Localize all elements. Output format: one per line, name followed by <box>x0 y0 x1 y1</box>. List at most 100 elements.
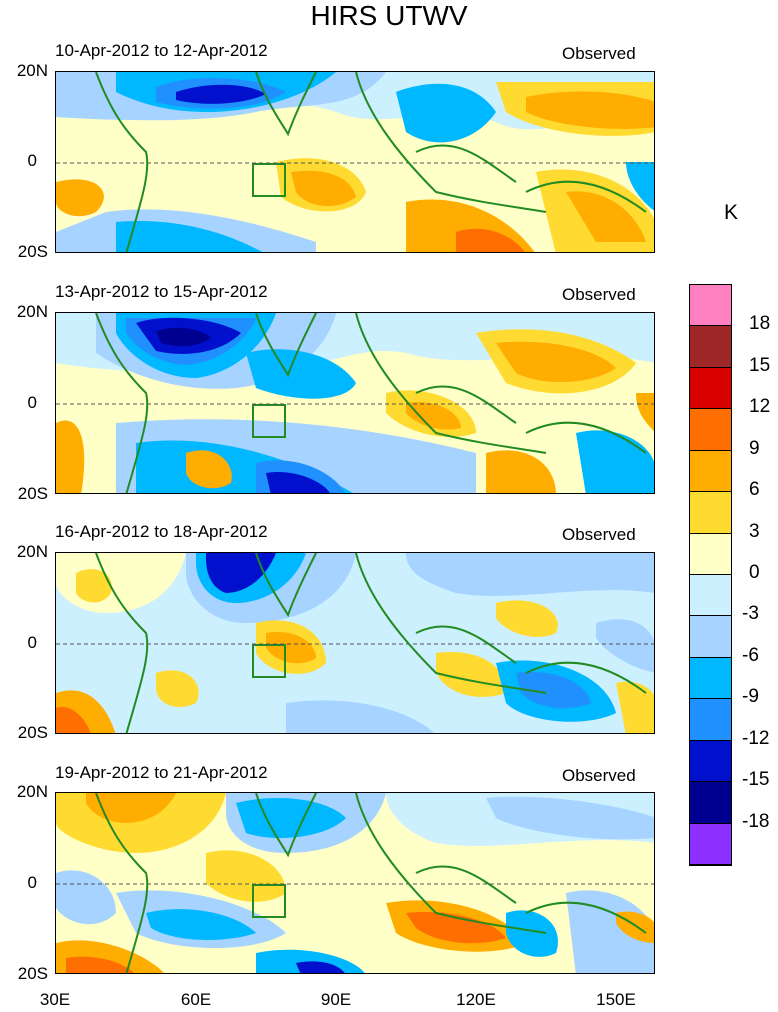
panel-1-coastline <box>255 72 317 137</box>
panel-1-lat-20n: 20N <box>16 61 48 80</box>
panel-3-region <box>516 672 591 709</box>
panel-2-lat-eq: 0 <box>27 393 37 412</box>
panel-3-target-box <box>252 644 286 678</box>
panel-4-region <box>506 910 558 957</box>
panel-1-target-box <box>252 163 286 197</box>
panel-3-region <box>406 553 654 596</box>
panel-3-coastline <box>95 553 149 733</box>
panel-3-region <box>596 619 654 673</box>
panel-1-lat-20s: 20S <box>17 242 48 261</box>
panel-3-region <box>436 652 506 697</box>
colorbar-swatch <box>690 699 731 741</box>
panel-1-lat-eq: 0 <box>27 151 37 170</box>
panel-2-map <box>55 312 655 494</box>
panel-4-coastline <box>415 865 647 934</box>
figure-title: HIRS UTWV <box>310 0 468 31</box>
colorbar-swatch <box>690 616 731 658</box>
panel-1-region <box>456 228 525 252</box>
colorbar-swatch <box>690 492 731 534</box>
panel-3-lat-eq: 0 <box>27 633 37 652</box>
panel-2-coastline <box>355 313 547 454</box>
colorbar-tick-label: 0 <box>749 562 760 583</box>
panel-2-region <box>186 450 232 489</box>
colorbar-tick-label: -15 <box>742 769 770 791</box>
colorbar-swatch <box>690 533 731 575</box>
colorbar-swatch <box>690 326 731 368</box>
panel-2-region <box>486 450 556 493</box>
panel-2-observed-tag: Observed <box>562 285 636 304</box>
panel-3-lat-20s: 20S <box>17 723 48 742</box>
panel-1-map <box>55 71 655 253</box>
panel-2-region <box>246 349 356 399</box>
colorbar-swatch <box>690 367 731 410</box>
panel-3-region <box>616 681 654 733</box>
colorbar-tick-label: 18 <box>749 313 771 335</box>
panel-3-region <box>286 700 434 733</box>
panel-3-region <box>56 707 91 733</box>
panel-1-region <box>56 179 104 217</box>
panel-4-coastline <box>95 793 149 973</box>
colorbar-swatch <box>690 657 731 700</box>
panel-3-map <box>55 552 655 734</box>
colorbar-tick-label: -6 <box>742 644 759 666</box>
panel-2-coastline <box>95 313 149 493</box>
panel-1-region <box>626 162 654 211</box>
panel-2-target-box <box>252 404 286 438</box>
panel-2-coastline <box>255 313 317 378</box>
colorbar-tick-label: 15 <box>749 354 771 376</box>
panel-4-coastline <box>255 793 317 858</box>
colorbar-unit: K <box>724 201 739 224</box>
panel-4-coastline <box>355 793 547 934</box>
panel-2-lat-20n: 20N <box>16 302 48 321</box>
colorbar-swatch <box>690 285 731 327</box>
colorbar-tick-label: 3 <box>749 520 760 542</box>
colorbar-swatch <box>690 450 731 493</box>
panel-1-date-range: 10-Apr-2012 to 12-Apr-2012 <box>55 41 268 60</box>
panel-3-coastline <box>255 553 317 618</box>
panel-4-lat-eq: 0 <box>27 873 37 892</box>
colorbar-tick-label: -9 <box>742 686 759 708</box>
panel-2-region <box>56 420 85 493</box>
panel-3-region <box>496 600 558 638</box>
panel-4-region <box>406 912 506 944</box>
colorbar-tick-label: 12 <box>749 396 771 418</box>
colorbar-tick-label: 6 <box>749 479 760 501</box>
panel-2-region <box>406 402 461 430</box>
panel-3-region <box>76 569 112 603</box>
colorbar-tick-label: -12 <box>742 727 770 749</box>
panel-2-region <box>156 327 211 347</box>
panel-3-coastline <box>415 625 647 694</box>
lon-label-60e: 60E <box>180 990 212 1009</box>
colorbar-swatch <box>690 575 731 617</box>
panel-4-region <box>66 956 134 973</box>
panel-2-coastline <box>415 385 647 454</box>
panel-4-region <box>86 793 176 823</box>
panel-4-lat-20s: 20S <box>17 964 48 983</box>
panel-3-lat-20n: 20N <box>16 542 48 561</box>
panel-3-region <box>206 553 276 593</box>
panel-4-observed-tag: Observed <box>562 766 636 785</box>
colorbar-swatch <box>690 409 731 451</box>
panel-1-coastline <box>95 72 149 252</box>
colorbar-swatch <box>690 823 731 865</box>
lon-label-30e: 30E <box>39 990 71 1009</box>
panel-4-map <box>55 792 655 974</box>
panel-1-region <box>291 170 356 207</box>
lon-label-120e: 120E <box>456 990 496 1009</box>
lon-label-90e: 90E <box>320 990 352 1009</box>
panel-1-region <box>116 221 263 252</box>
panel-3-region <box>156 670 199 708</box>
panel-1-region <box>396 83 496 143</box>
colorbar <box>689 284 732 866</box>
panel-4-region <box>296 961 345 973</box>
colorbar-swatch <box>690 782 731 824</box>
panel-3-coastline <box>355 553 547 694</box>
panel-2-lat-20s: 20S <box>17 484 48 503</box>
colorbar-tick-label: -18 <box>742 810 770 832</box>
panel-2-region <box>496 341 616 383</box>
panel-3-observed-tag: Observed <box>562 525 636 544</box>
panel-1-region <box>566 191 646 242</box>
colorbar-swatch <box>690 740 731 783</box>
lon-label-150e: 150E <box>596 990 636 1009</box>
panel-4-date-range: 19-Apr-2012 to 21-Apr-2012 <box>55 763 268 782</box>
